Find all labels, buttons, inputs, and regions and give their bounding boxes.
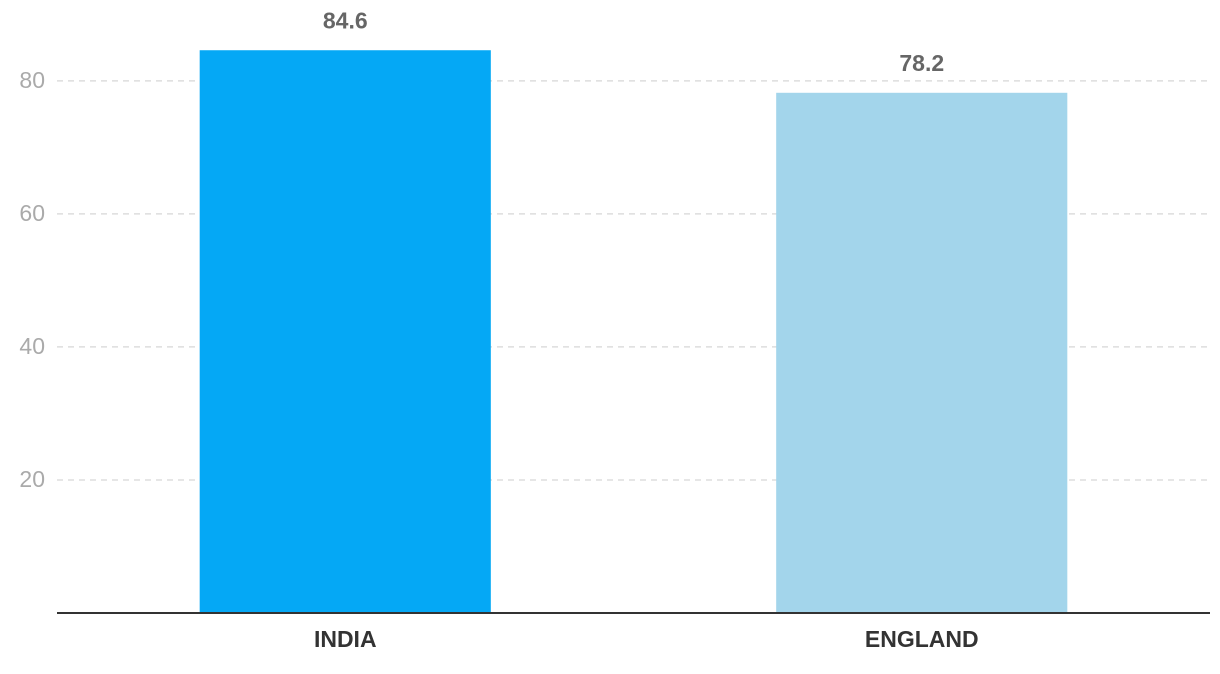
bar (776, 92, 1068, 614)
x-tick-label: ENGLAND (865, 626, 979, 652)
y-tick-label: 80 (19, 67, 45, 93)
y-tick-label: 20 (19, 466, 45, 492)
x-tick-label: INDIA (314, 626, 377, 652)
value-label: 84.6 (323, 7, 368, 33)
y-tick-label: 40 (19, 333, 45, 359)
value-label: 78.2 (899, 50, 944, 76)
bar (199, 50, 491, 614)
y-tick-label: 60 (19, 200, 45, 226)
